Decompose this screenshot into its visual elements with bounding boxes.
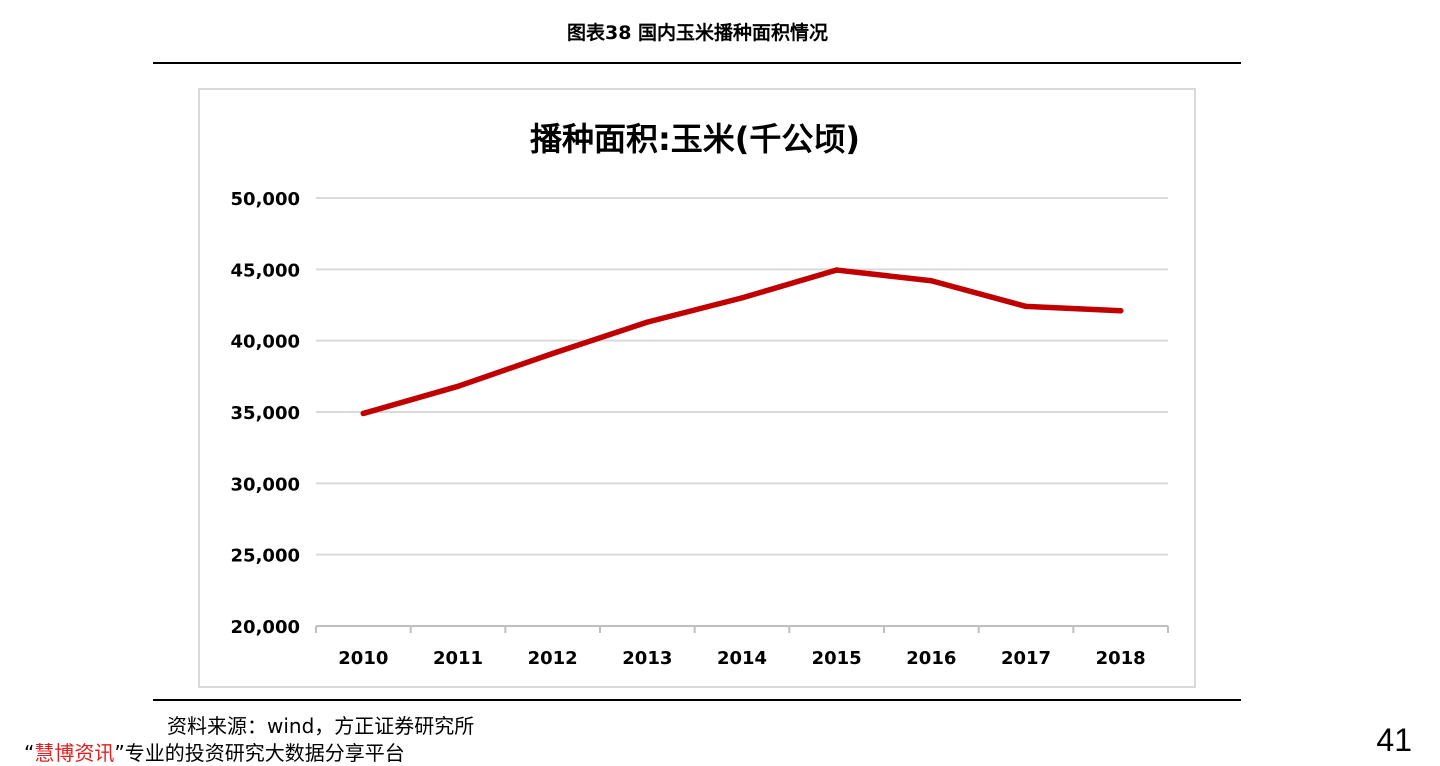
data-point-2013	[644, 319, 651, 325]
series-layer	[360, 267, 1124, 417]
x-tick-label-2011: 2011	[433, 648, 483, 669]
source-note: 资料来源：wind，方正证券研究所	[167, 714, 475, 738]
y-tick-label-40000: 40,000	[231, 332, 300, 353]
series-line-0	[360, 267, 1124, 417]
x-tick-label-2013: 2013	[622, 648, 672, 669]
y-tick-label-25000: 25,000	[231, 546, 300, 567]
footer-open-quote: “	[24, 741, 35, 765]
y-tick-label-50000: 50,000	[231, 189, 300, 210]
page-number: 41	[1376, 722, 1412, 758]
y-tick-label-20000: 20,000	[231, 617, 300, 638]
line-chart: 播种面积:玉米(千公顷) 20,000 25,000 30,000 35,000 40,…	[231, 120, 1169, 669]
x-axis	[315, 625, 1169, 633]
chart-frame: 播种面积:玉米(千公顷) 20,000 25,000 30,000 35,000 40,…	[198, 88, 1196, 688]
x-tick-label-2015: 2015	[812, 648, 862, 669]
x-tick-label-2018: 2018	[1096, 648, 1146, 669]
data-point-2018	[1117, 307, 1124, 314]
x-tick-label-2016: 2016	[906, 648, 956, 669]
bottom-divider	[153, 699, 1241, 701]
data-point-2011	[455, 383, 461, 390]
y-tick-label-35000: 35,000	[231, 403, 300, 424]
data-point-2010	[360, 410, 367, 417]
footer-text: 专业的投资研究大数据分享平台	[124, 741, 405, 765]
data-point-2017	[1023, 303, 1029, 310]
x-tick-label-2012: 2012	[528, 648, 578, 669]
x-tick-label-2014: 2014	[717, 648, 767, 669]
footer-brand[interactable]: 慧博资讯	[34, 741, 115, 765]
gridlines	[316, 197, 1168, 556]
y-axis-labels: 20,000 25,000 30,000 35,000 40,000 45,000 50,0…	[231, 189, 300, 638]
y-tick-label-45000: 45,000	[231, 260, 300, 281]
footer-close-quote: ”	[114, 741, 125, 765]
footer-watermark: “慧博资讯”专业的投资研究大数据分享平台	[24, 737, 405, 766]
data-point-2012	[549, 350, 556, 357]
figure-title: 图表38 国内玉米播种面积情况	[566, 22, 829, 44]
chart-title: 播种面积:玉米(千公顷)	[530, 120, 860, 158]
top-divider	[153, 62, 1241, 64]
x-tick-label-2010: 2010	[338, 648, 388, 669]
y-tick-label-30000: 30,000	[231, 474, 300, 495]
x-tick-label-2017: 2017	[1001, 648, 1051, 669]
x-axis-labels: 2010 2011 2012 2013 2014 2015 2016 2017 2018	[338, 648, 1145, 669]
data-point-2015	[833, 267, 840, 273]
data-point-2014	[739, 295, 745, 301]
data-point-2016	[928, 277, 935, 284]
